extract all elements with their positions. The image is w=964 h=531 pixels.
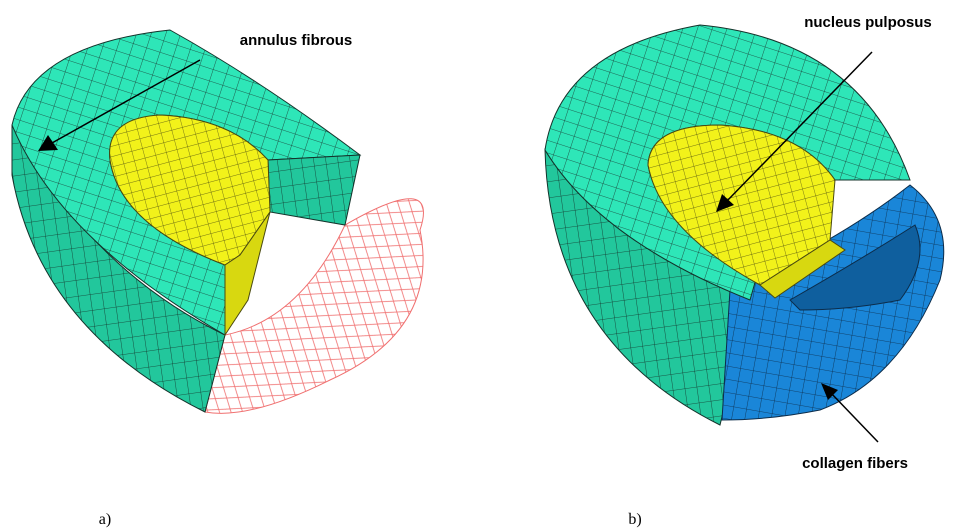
model-a — [12, 30, 423, 413]
label: annulus fibrous — [240, 32, 353, 49]
label: collagen fibers — [802, 455, 908, 472]
label: nucleus pulposus — [804, 14, 932, 31]
panel-label: a) — [99, 511, 111, 528]
model-b — [545, 25, 944, 442]
figure: annulus fibrous nucleus pulposus collage… — [0, 0, 964, 531]
panel-label: b) — [628, 511, 641, 528]
